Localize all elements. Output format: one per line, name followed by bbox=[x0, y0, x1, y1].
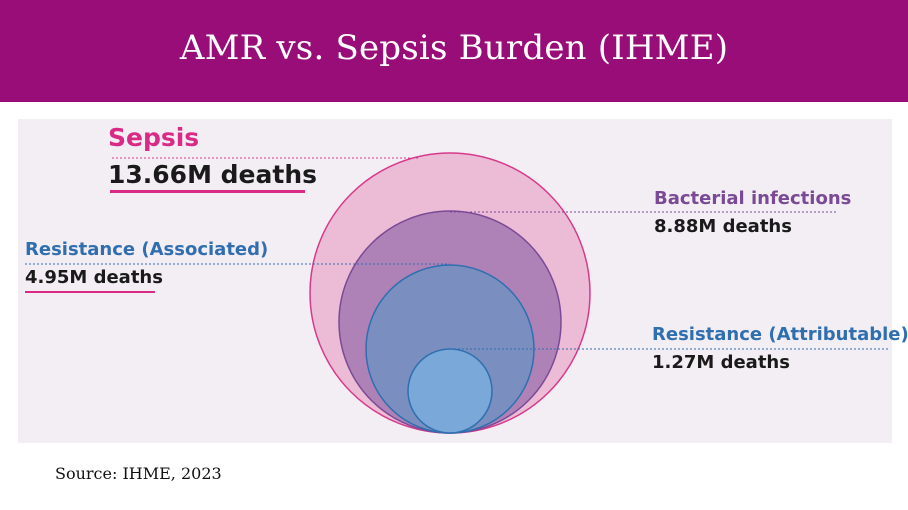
resistance-attributable-circle bbox=[407, 348, 493, 434]
resistance-attributable-value: 1.27M deaths bbox=[652, 352, 790, 373]
resistance-associated-label: Resistance (Associated) bbox=[25, 239, 269, 260]
resistance-associated-underline bbox=[25, 291, 155, 293]
resistance-associated-value: 4.95M deaths bbox=[25, 267, 163, 288]
resistance-attributable-label: Resistance (Attributable) bbox=[652, 324, 908, 345]
bacterial-infections-value: 8.88M deaths bbox=[654, 216, 792, 237]
bacterial-infections-label: Bacterial infections bbox=[654, 188, 852, 209]
sepsis-underline bbox=[110, 190, 305, 193]
source-citation: Source: IHME, 2023 bbox=[55, 464, 222, 483]
sepsis-value: 13.66M deaths bbox=[108, 160, 318, 189]
sepsis-label: Sepsis bbox=[108, 123, 200, 152]
title-banner: AMR vs. Sepsis Burden (IHME) bbox=[0, 0, 908, 102]
page-title: AMR vs. Sepsis Burden (IHME) bbox=[179, 28, 729, 68]
